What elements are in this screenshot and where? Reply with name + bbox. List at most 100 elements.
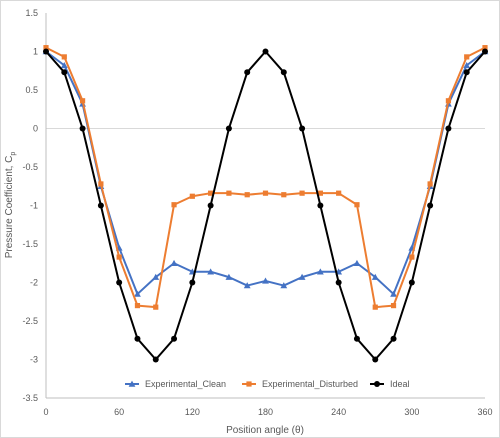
x-tick-label: 0 — [43, 407, 48, 417]
y-tick-label: -1 — [30, 201, 38, 211]
series-layer — [42, 45, 489, 363]
y-tick-label: 1 — [33, 47, 38, 57]
legend: Experimental_Clean Experimental_Disturbed… — [125, 379, 410, 389]
data-point — [189, 193, 195, 199]
data-point — [208, 190, 214, 196]
x-tick-label: 360 — [477, 407, 492, 417]
data-point — [390, 303, 397, 309]
data-point — [152, 273, 160, 280]
data-point — [354, 202, 360, 208]
data-point — [116, 279, 123, 286]
data-point — [116, 254, 122, 260]
data-point — [226, 190, 232, 196]
y-axis-title: Pressure Coefficient, Cp — [4, 152, 17, 259]
y-tick-label: -1.5 — [22, 239, 38, 249]
data-point — [79, 98, 86, 104]
data-point — [281, 192, 287, 198]
data-point — [463, 61, 471, 69]
data-point — [463, 69, 470, 76]
legend-label: Experimental_Disturbed — [262, 379, 358, 389]
y-tick-label: 1.5 — [25, 8, 38, 18]
data-point — [335, 279, 342, 286]
data-point — [390, 335, 397, 342]
data-point — [427, 181, 433, 187]
data-point — [171, 335, 178, 342]
y-tick-label: -0.5 — [22, 162, 38, 172]
data-point — [336, 190, 342, 196]
data-point — [280, 69, 287, 76]
series-ideal — [43, 48, 488, 363]
data-point — [43, 45, 49, 51]
legend-swatch-marker — [128, 380, 136, 387]
data-point — [134, 290, 141, 297]
data-point — [317, 202, 324, 209]
x-tick-label: 60 — [114, 407, 124, 417]
data-point — [61, 54, 67, 60]
data-point — [262, 277, 269, 284]
data-point — [409, 254, 415, 260]
data-point — [153, 304, 159, 310]
x-tick-label: 240 — [331, 407, 346, 417]
data-point — [280, 282, 288, 289]
x-tick-label: 300 — [404, 407, 419, 417]
data-point — [244, 192, 250, 198]
data-point — [299, 190, 305, 196]
data-point — [372, 356, 379, 363]
y-axis-title-subscript: p — [10, 152, 17, 156]
data-point — [134, 335, 141, 342]
axis-layer — [45, 13, 485, 399]
data-point — [371, 273, 379, 280]
x-axis-title: Position angle (θ) — [226, 425, 304, 436]
y-tick-label: 0.5 — [25, 85, 38, 95]
series-experimental-clean — [42, 48, 489, 297]
data-point — [390, 290, 397, 297]
x-tick-label: 120 — [185, 407, 200, 417]
data-point — [353, 335, 360, 342]
x-tick-label: 180 — [258, 407, 273, 417]
data-point — [207, 268, 215, 275]
data-point — [244, 69, 251, 76]
data-point — [372, 304, 378, 310]
data-point — [43, 48, 49, 55]
data-point — [207, 202, 214, 209]
data-point — [189, 279, 196, 286]
data-point — [243, 282, 251, 289]
tick-label-layer: 1.5 1 0.5 0 -0.5 -1 -1.5 -2 -2.5 -3 -3.5 0 60 120 180 2… — [22, 8, 492, 417]
legend-item: Experimental_Disturbed — [242, 379, 358, 389]
data-point — [445, 98, 452, 104]
data-point — [299, 125, 306, 132]
data-point — [134, 303, 141, 309]
data-point — [61, 69, 68, 76]
legend-swatch-marker — [246, 381, 252, 387]
data-point — [353, 259, 361, 266]
legend-label: Ideal — [390, 379, 410, 389]
legend-swatch-marker — [374, 381, 380, 387]
y-tick-label: -3.5 — [22, 393, 38, 403]
data-point — [152, 356, 159, 363]
legend-item: Experimental_Clean — [125, 379, 226, 389]
data-point — [97, 202, 104, 209]
y-axis-title-main: Pressure Coefficient, C — [4, 156, 15, 259]
y-tick-label: 0 — [33, 124, 38, 134]
data-point — [445, 125, 452, 132]
data-point — [170, 259, 178, 266]
y-tick-label: -3 — [30, 355, 38, 365]
data-point — [171, 202, 177, 208]
data-point — [262, 190, 269, 196]
data-point — [225, 125, 232, 132]
legend-item: Ideal — [370, 379, 410, 389]
data-point — [262, 48, 269, 55]
data-point — [298, 273, 306, 280]
data-point — [482, 48, 488, 55]
legend-label: Experimental_Clean — [145, 379, 226, 389]
data-point — [482, 45, 488, 51]
y-tick-label: -2.5 — [22, 316, 38, 326]
y-tick-label: -2 — [30, 278, 38, 288]
data-point — [225, 273, 233, 280]
data-point — [464, 54, 470, 60]
series-experimental-disturbed — [43, 45, 488, 310]
data-point — [316, 268, 324, 275]
